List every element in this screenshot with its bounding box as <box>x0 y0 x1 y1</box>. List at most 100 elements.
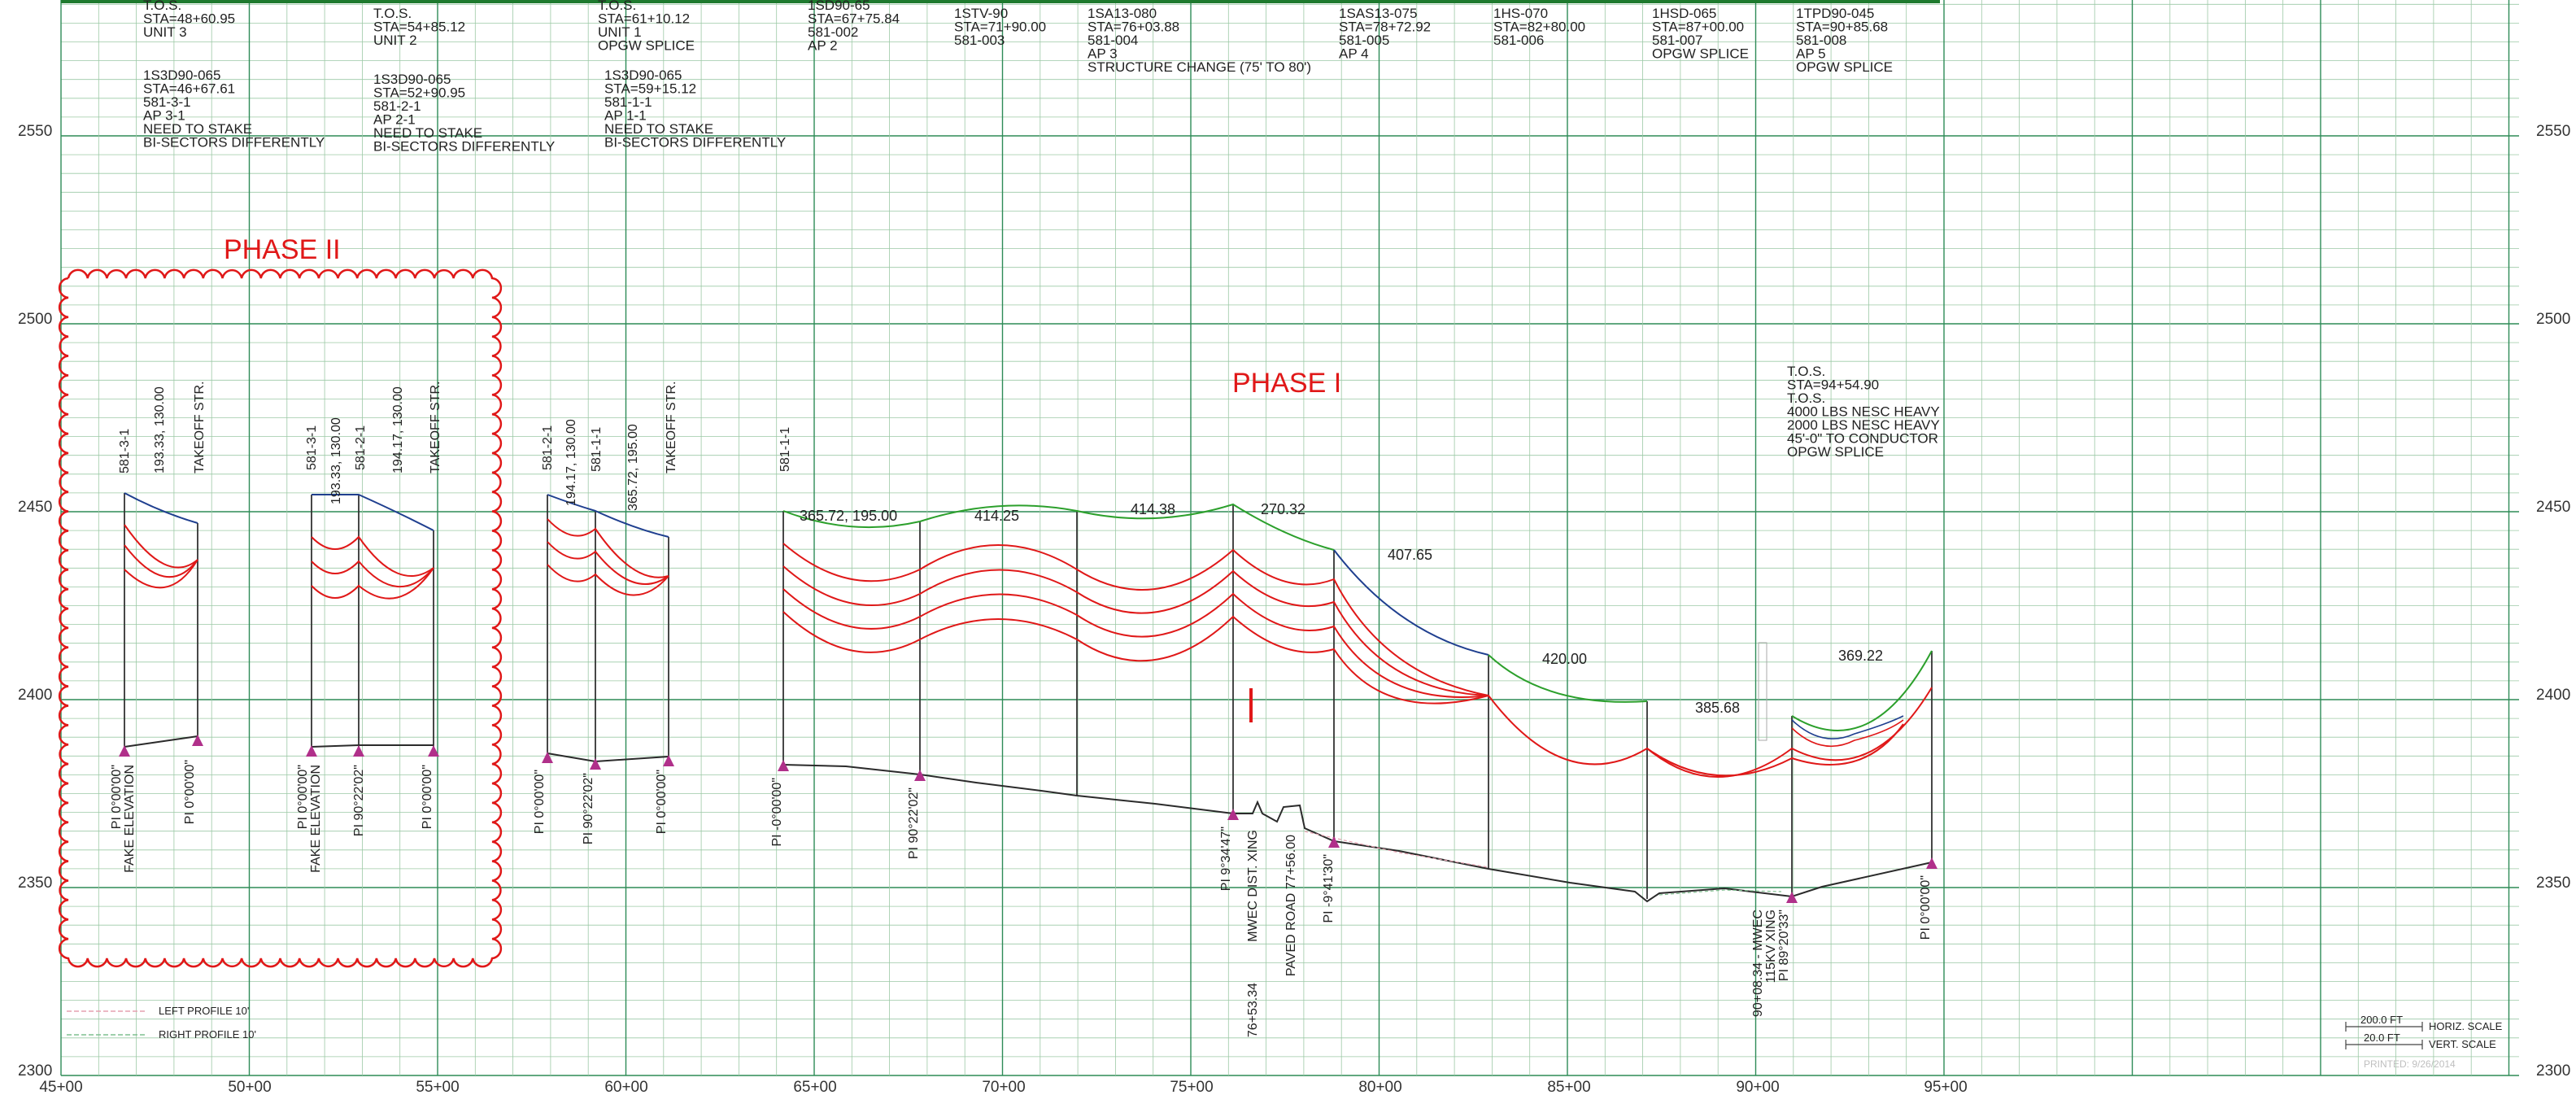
pi-marker <box>428 745 439 757</box>
shield-wire-green <box>782 503 1335 551</box>
structure-note-line: 581-004 <box>1087 33 1138 48</box>
span-label: 270.32 <box>1261 501 1305 517</box>
pi-label: PI 90°22'02" <box>352 765 366 836</box>
pi-marker <box>590 758 601 770</box>
span-labels: 365.72, 195.00 414.25 414.38 270.32 407.… <box>800 501 1883 716</box>
x-tick-label: 60+00 <box>604 1079 647 1095</box>
conductor <box>1646 723 1904 777</box>
pi-label: PI 0°00'00" <box>533 770 547 834</box>
phase-1-label: PHASE I <box>1232 368 1341 399</box>
shield-wire <box>124 492 198 524</box>
structure-note-line: STA=61+10.12 <box>598 11 690 27</box>
structure-note-line: STA=71+90.00 <box>954 20 1046 35</box>
y-tick-label: 2300 <box>18 1062 52 1080</box>
pi-label: PI 90°22'02" <box>582 773 595 844</box>
structure-note-line: 1HSD-065 <box>1652 6 1716 21</box>
profile-legend: LEFT PROFILE 10' RIGHT PROFILE 10' <box>67 1005 256 1040</box>
structure-note-line: 581-002 <box>808 24 858 40</box>
pi-label: PI 90°22'02" <box>907 787 921 859</box>
legend-right-profile: RIGHT PROFILE 10' <box>159 1028 256 1040</box>
pi-marker <box>1227 809 1239 820</box>
structure-note-line: STA=48+60.95 <box>143 11 235 27</box>
elevation-axis-left: 2550 2500 2450 2400 2350 2300 <box>18 123 52 1080</box>
span-label: 407.65 <box>1388 547 1432 563</box>
structure-note-line: STA=54+85.12 <box>373 20 465 35</box>
pi-label: 90+08.34 - MWEC <box>1751 910 1765 1017</box>
shield-wire-green <box>1791 650 1933 731</box>
y-tick-label: 2500 <box>18 311 52 328</box>
structure-note-line: UNIT 2 <box>373 33 417 48</box>
x-tick-label: 70+00 <box>982 1079 1025 1095</box>
vertical-label: 581-1-1 <box>778 427 792 472</box>
structure-note-line: 1S3D90-065 <box>373 72 451 87</box>
x-tick-label: 90+00 <box>1736 1079 1779 1095</box>
conductor <box>311 535 434 577</box>
x-tick-label: 75+00 <box>1170 1079 1213 1095</box>
structure-note-line: STA=76+03.88 <box>1087 20 1179 35</box>
span-label: 414.38 <box>1131 501 1175 517</box>
structure-note-line: AP 3-1 <box>143 108 185 124</box>
structure-note-line: STRUCTURE CHANGE (75' TO 80') <box>1087 59 1311 75</box>
conductor <box>124 544 198 578</box>
printed-date: PRINTED: 9/26/2014 <box>2364 1058 2456 1070</box>
phase-2-unit-2 <box>306 494 439 757</box>
phase-2-unit-1 <box>542 494 674 770</box>
shield-wire-green <box>1488 654 1648 703</box>
vertical-label: 581-1-1 <box>590 427 604 472</box>
y-tick-label: 2350 <box>18 875 52 892</box>
conductor <box>311 567 434 600</box>
right-note-line: 2000 LBS NESC HEAVY <box>1787 417 1940 433</box>
structure-note-line: 1HS-070 <box>1493 6 1548 21</box>
phase-2-revision-cloud <box>58 268 503 968</box>
pi-label: PI 0°00'00" <box>183 760 197 824</box>
conductor <box>311 560 434 587</box>
structure-note-line: NEED TO STAKE <box>143 121 252 137</box>
shield-wire <box>312 494 434 531</box>
structure-note-line: BI-SECTORS DIFFERENTLY <box>143 135 325 151</box>
pi-marker <box>1328 836 1340 848</box>
structure-note-line: 1S3D90-065 <box>143 68 220 83</box>
structure-note-line: 581-003 <box>954 33 1005 48</box>
structure-note-line: AP 2 <box>808 38 838 54</box>
structure-note-line: 581-1-1 <box>604 94 652 110</box>
structure-note-line: UNIT 3 <box>143 24 187 40</box>
pi-label: PI 9°34'47" <box>1219 827 1233 891</box>
vertical-label: 581-2-1 <box>354 425 368 470</box>
right-note-line: 45'-0" TO CONDUCTOR <box>1787 431 1938 447</box>
y-tick-label: 2400 <box>18 687 52 704</box>
structure-note-line: OPGW SPLICE <box>1796 59 1893 75</box>
pi-marker <box>914 770 926 781</box>
structure-note-line: 1STV-90 <box>954 6 1008 21</box>
structure-vertical-labels: 581-3-1 193.33, 130.00 TAKEOFF STR. 581-… <box>118 382 792 511</box>
vert-scale-value: 20.0 FT <box>2364 1032 2400 1044</box>
structure-note-line: 581-007 <box>1652 33 1702 48</box>
structure-note-line: BI-SECTORS DIFFERENTLY <box>604 135 786 151</box>
x-tick-label: 85+00 <box>1547 1079 1590 1095</box>
conductor <box>782 611 1489 705</box>
structure-note-line: NEED TO STAKE <box>373 125 482 141</box>
conductor <box>547 518 669 578</box>
structure-note-line: BI-SECTORS DIFFERENTLY <box>373 139 555 155</box>
pi-marker <box>778 760 789 771</box>
scale-bars: 200.0 FT HORIZ. SCALE 20.0 FT VERT. SCAL… <box>2345 1014 2503 1070</box>
x-tick-label: 55+00 <box>416 1079 459 1095</box>
x-tick-label: 95+00 <box>1924 1079 1967 1095</box>
vertical-label: TAKEOFF STR. <box>429 382 442 473</box>
vertical-label: 581-2-1 <box>541 425 555 470</box>
right-note-line: T.O.S. <box>1787 390 1825 406</box>
structure-note-line: 581-3-1 <box>143 94 191 110</box>
structure-note-line: T.O.S. <box>598 0 636 13</box>
y-tick-label: 2550 <box>18 123 52 140</box>
structure-note-line: OPGW SPLICE <box>598 38 695 54</box>
right-profile <box>1658 889 1782 896</box>
vertical-label: 193.33, 130.00 <box>329 417 343 504</box>
structure-note-line: STA=90+85.68 <box>1796 20 1888 35</box>
right-note-line: STA=94+54.90 <box>1787 377 1879 393</box>
structure-note-line: 1SA13-080 <box>1087 6 1157 21</box>
phase-2-label: PHASE II <box>224 234 341 265</box>
structure-note-line: 1TPD90-045 <box>1796 6 1874 21</box>
structure-note-line: T.O.S. <box>143 0 181 13</box>
vertical-label: 194.17, 130.00 <box>391 386 405 473</box>
phase-2-unit-3 <box>119 492 203 757</box>
y-tick-label: 2300 <box>2536 1062 2570 1080</box>
